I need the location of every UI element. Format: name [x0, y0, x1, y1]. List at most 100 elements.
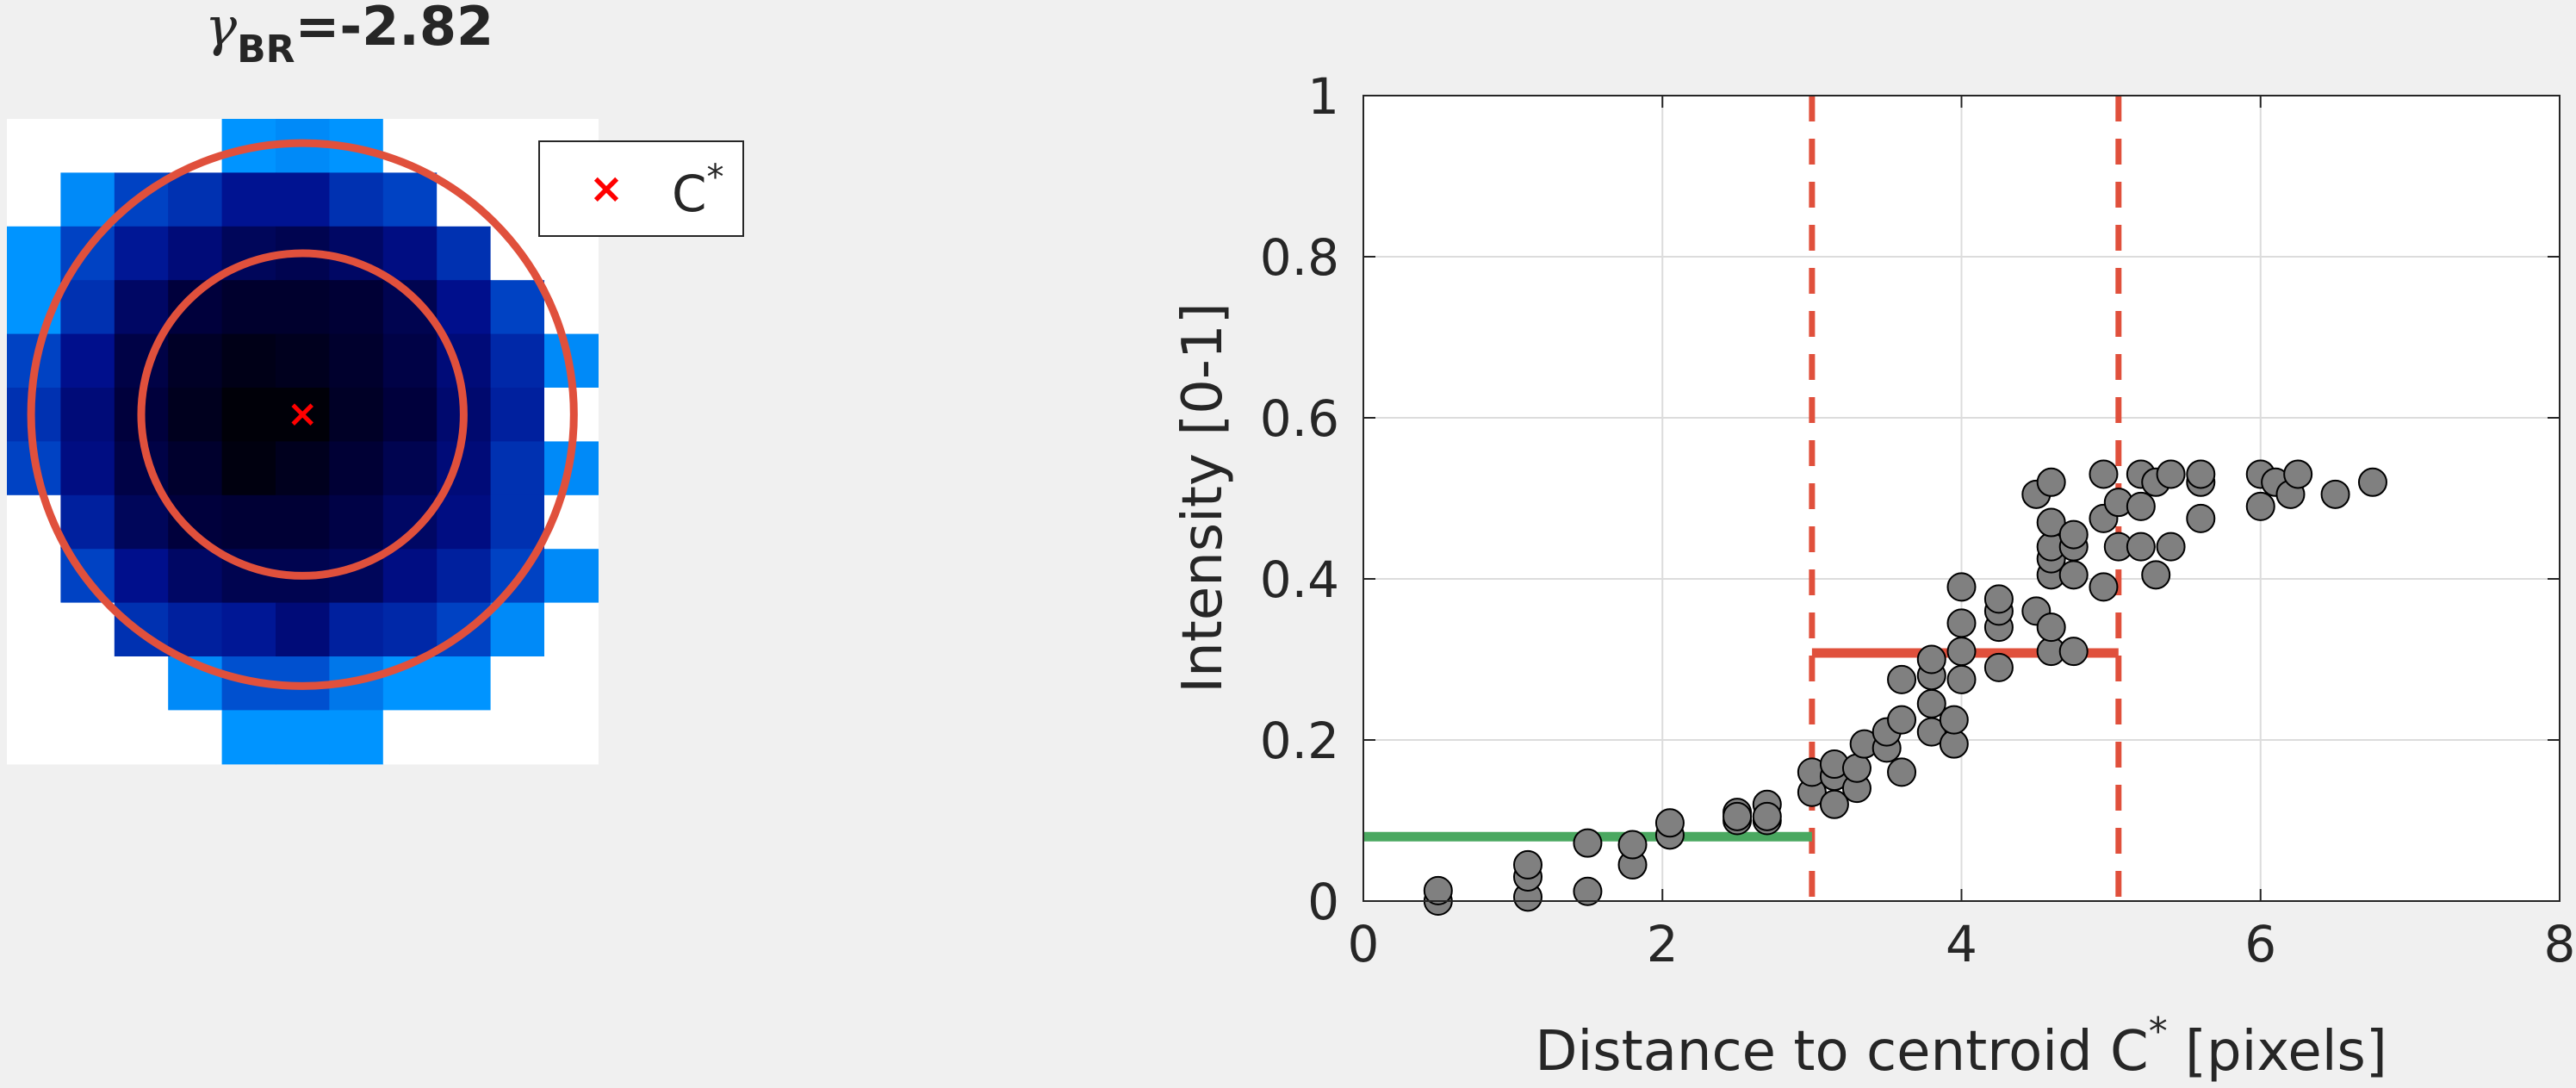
data-point — [1983, 652, 2014, 682]
legend-label: C* — [672, 158, 724, 223]
heatmap-pixel — [329, 494, 384, 550]
heatmap-pixel — [60, 494, 115, 550]
data-point — [1946, 572, 1977, 602]
data-point — [2186, 503, 2216, 533]
heatmap-pixel — [329, 280, 384, 335]
heatmap-pixel — [490, 333, 545, 389]
heatmap-pixel — [168, 494, 223, 550]
heatmap-pixel — [382, 388, 438, 442]
x-axis-label: Distance to centroid C* [pixels] — [1535, 1010, 2387, 1084]
x-axis-label-sup: * — [2149, 1010, 2168, 1054]
data-point — [1939, 705, 1969, 735]
heatmap-pixel — [221, 280, 276, 335]
heatmap-pixel — [544, 710, 599, 765]
legend-marker: × — [589, 165, 624, 213]
legend-box — [538, 140, 744, 237]
data-point — [1573, 876, 1603, 906]
data-point — [1946, 608, 1977, 638]
data-point — [1916, 644, 1946, 675]
x-tick-label: 4 — [1946, 915, 1977, 973]
heatmap-pixel — [114, 656, 169, 711]
data-point — [1512, 849, 1542, 880]
heatmap-title: γBR=-2.82 — [205, 0, 493, 71]
heatmap-pixel — [60, 602, 115, 657]
heatmap-pixel — [114, 280, 169, 335]
heatmap-pixel — [221, 602, 276, 657]
heatmap-pixel — [168, 441, 223, 496]
heatmap-panel: γBR=-2.82 × C* — [7, 0, 744, 765]
data-point — [2245, 491, 2275, 521]
data-point — [2058, 560, 2089, 590]
heatmap-pixel — [168, 280, 223, 335]
heatmap-pixel — [60, 388, 115, 442]
x-tick-label: 8 — [2544, 915, 2576, 973]
data-point — [2036, 507, 2066, 538]
heatmap-pixel — [490, 172, 545, 227]
heatmap-pixel — [276, 710, 330, 765]
heatmap-pixel — [114, 494, 169, 550]
data-point — [2058, 519, 2089, 550]
data-point — [1423, 875, 1453, 905]
heatmap-pixel — [437, 710, 492, 765]
heatmap-pixel — [490, 441, 545, 496]
heatmap-pixel — [168, 388, 223, 442]
heatmap-pixel — [60, 710, 115, 765]
heatmap-pixel — [168, 226, 223, 281]
data-point — [1752, 801, 1782, 831]
heatmap-pixel — [114, 549, 169, 604]
data-point — [2186, 459, 2216, 489]
heatmap-pixel — [7, 710, 61, 765]
legend-label-text: C — [672, 165, 707, 223]
x-axis-label-suffix: [pixels] — [2168, 1020, 2387, 1084]
heatmap-pixel — [168, 602, 223, 657]
heatmap-pixel — [221, 710, 276, 765]
heatmap-pixel — [276, 441, 330, 496]
heatmap-pixel — [490, 710, 545, 765]
y-tick-label: 0.2 — [1260, 712, 1339, 770]
data-point — [1887, 664, 1917, 694]
y-axis-label: Intensity [0-1] — [1171, 302, 1235, 693]
centroid-marker — [291, 403, 313, 426]
heatmap-pixel — [221, 333, 276, 389]
heatmap-pixel — [382, 226, 438, 281]
data-point — [1887, 705, 1917, 735]
heatmap-pixel — [221, 172, 276, 227]
heatmap-pixel — [490, 388, 545, 442]
heatmap-pixel — [168, 710, 223, 765]
heatmap-pixel — [221, 441, 276, 496]
data-point — [1983, 584, 2014, 614]
data-point — [2156, 532, 2186, 562]
heatmap-pixel — [490, 280, 545, 335]
heatmap-pixel — [329, 388, 384, 442]
heatmap-pixel — [60, 172, 115, 227]
heatmap-pixel — [490, 656, 545, 711]
data-point — [2357, 467, 2387, 497]
radius-circle — [27, 139, 578, 690]
data-points — [1423, 459, 2387, 916]
heatmap-pixel — [7, 172, 61, 227]
heatmap-pixel — [437, 656, 492, 711]
heatmap-pixel — [168, 172, 223, 227]
heatmap-pixel — [60, 280, 115, 335]
heatmap-pixel — [382, 333, 438, 389]
data-point — [1887, 757, 1917, 787]
heatmap-pixel — [382, 441, 438, 496]
heatmap-pixel — [221, 388, 276, 442]
data-point — [1654, 808, 1685, 838]
heatmap-pixel — [60, 333, 115, 389]
heatmap-pixel — [221, 494, 276, 550]
data-point — [2036, 612, 2066, 643]
heatmap-pixel — [437, 119, 492, 173]
x-tick-label: 2 — [1647, 915, 1679, 973]
legend-label-sup: * — [707, 158, 724, 197]
heatmap-pixel — [329, 441, 384, 496]
heatmap-pixel — [544, 656, 599, 711]
heatmap-pixel — [7, 549, 61, 604]
x-axis-label-text: Distance to centroid C — [1535, 1020, 2149, 1084]
heatmap-pixel — [382, 602, 438, 657]
heatmap-pixel — [168, 333, 223, 389]
heatmap-pixel — [490, 119, 545, 173]
heatmap-pixel — [382, 172, 438, 227]
heatmap-pixel — [382, 710, 438, 765]
heatmap-pixel — [60, 656, 115, 711]
